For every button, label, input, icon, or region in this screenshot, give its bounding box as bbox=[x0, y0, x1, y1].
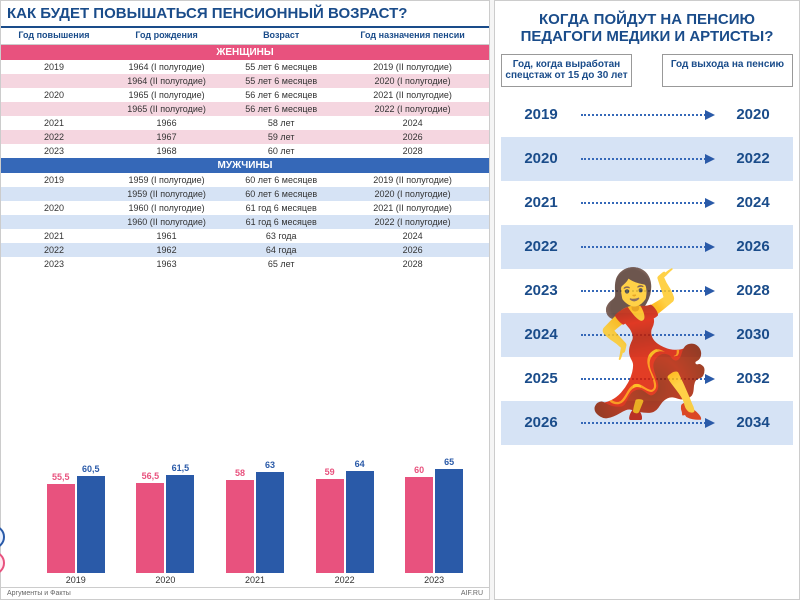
year-from: 2021 bbox=[501, 194, 581, 211]
year-row: 2019 2020 bbox=[501, 93, 793, 137]
bar-pink: 60 bbox=[405, 477, 433, 573]
year-from: 2025 bbox=[501, 370, 581, 387]
arrow bbox=[581, 93, 713, 137]
year-to: 2034 bbox=[713, 414, 793, 431]
th-birth: Год рождения bbox=[107, 28, 226, 44]
arrow bbox=[581, 181, 713, 225]
bar-label: 58 bbox=[235, 468, 245, 478]
year-row: 2024 2030 bbox=[501, 313, 793, 357]
bar-label: 63 bbox=[265, 460, 275, 470]
bar-pink: 58 bbox=[226, 480, 254, 573]
chart-group: 5964 bbox=[300, 471, 390, 573]
chart-group: 56,561,5 bbox=[121, 475, 211, 573]
right-rows: 💃 20192020202020222021202420222026202320… bbox=[501, 93, 793, 594]
bar-blue: 64 bbox=[346, 471, 374, 573]
bar-pink: 56,5 bbox=[136, 483, 164, 573]
x-label: 2019 bbox=[31, 575, 121, 585]
right-panel: КОГДА ПОЙДУТ НА ПЕНСИЮ ПЕДАГОГИ МЕДИКИ И… bbox=[494, 0, 800, 600]
right-title: КОГДА ПОЙДУТ НА ПЕНСИЮ ПЕДАГОГИ МЕДИКИ И… bbox=[501, 7, 793, 54]
bar-label: 59 bbox=[325, 467, 335, 477]
year-from: 2023 bbox=[501, 282, 581, 299]
avatars: 👨 👵 bbox=[0, 525, 5, 575]
year-from: 2022 bbox=[501, 238, 581, 255]
footer-left: Аргументы и Факты bbox=[7, 590, 71, 597]
arrow bbox=[581, 137, 713, 181]
chart-group: 55,560,5 bbox=[31, 476, 121, 573]
header-from: Год, когда выработан спецстаж от 15 до 3… bbox=[501, 54, 632, 87]
x-label: 2022 bbox=[300, 575, 390, 585]
chart-group: 6065 bbox=[389, 469, 479, 573]
table-row: 20191959 (I полугодие)60 лет 6 месяцев20… bbox=[1, 173, 489, 187]
bar-label: 64 bbox=[355, 459, 365, 469]
table-row: 1964 (II полугодие)55 лет 6 месяцев2020 … bbox=[1, 74, 489, 88]
th-year: Год повышения bbox=[1, 28, 107, 44]
bar-blue: 65 bbox=[435, 469, 463, 573]
year-row: 2020 2022 bbox=[501, 137, 793, 181]
bar-label: 56,5 bbox=[142, 471, 160, 481]
year-to: 2024 bbox=[713, 194, 793, 211]
table-row: 2022196759 лет2026 bbox=[1, 130, 489, 144]
year-to: 2022 bbox=[713, 150, 793, 167]
women-header: ЖЕНЩИНЫ bbox=[1, 44, 489, 60]
man-icon: 👨 bbox=[0, 525, 5, 549]
year-to: 2020 bbox=[713, 106, 793, 123]
year-row: 2025 2032 bbox=[501, 357, 793, 401]
year-row: 2021 2024 bbox=[501, 181, 793, 225]
header-to: Год выхода на пенсию bbox=[662, 54, 793, 87]
year-from: 2024 bbox=[501, 326, 581, 343]
arrow bbox=[581, 313, 713, 357]
x-label: 2020 bbox=[121, 575, 211, 585]
year-row: 2026 2034 bbox=[501, 401, 793, 445]
left-panel: КАК БУДЕТ ПОВЫШАТЬСЯ ПЕНСИОННЫЙ ВОЗРАСТ?… bbox=[0, 0, 490, 600]
th-age: Возраст bbox=[226, 28, 336, 44]
woman-icon: 👵 bbox=[0, 551, 5, 575]
table-row: 2021196163 года2024 bbox=[1, 229, 489, 243]
bar-chart: 👨 👵 55,560,556,561,5586359646065 bbox=[1, 271, 489, 575]
table-row: 2023196365 лет2028 bbox=[1, 257, 489, 271]
th-pension: Год назначения пенсии bbox=[336, 28, 489, 44]
bar-pink: 55,5 bbox=[47, 484, 75, 573]
table-row: 1965 (II полугодие)56 лет 6 месяцев2022 … bbox=[1, 102, 489, 116]
bar-blue: 61,5 bbox=[166, 475, 194, 573]
pension-table: Год повышения Год рождения Возраст Год н… bbox=[1, 28, 489, 271]
footer-right: AIF.RU bbox=[461, 590, 483, 597]
table-row: 2022196264 года2026 bbox=[1, 243, 489, 257]
year-from: 2019 bbox=[501, 106, 581, 123]
right-headers: Год, когда выработан спецстаж от 15 до 3… bbox=[501, 54, 793, 87]
table-row: 1960 (II полугодие)61 год 6 месяцев2022 … bbox=[1, 215, 489, 229]
year-to: 2030 bbox=[713, 326, 793, 343]
bar-blue: 60,5 bbox=[77, 476, 105, 573]
bar-label: 65 bbox=[444, 457, 454, 467]
arrow bbox=[581, 269, 713, 313]
bar-label: 60 bbox=[414, 465, 424, 475]
arrow bbox=[581, 357, 713, 401]
table-row: 20201960 (I полугодие)61 год 6 месяцев20… bbox=[1, 201, 489, 215]
main-title: КАК БУДЕТ ПОВЫШАТЬСЯ ПЕНСИОННЫЙ ВОЗРАСТ? bbox=[1, 1, 489, 28]
year-from: 2026 bbox=[501, 414, 581, 431]
table-row: 2023196860 лет2028 bbox=[1, 144, 489, 158]
table-row: 2021196658 лет2024 bbox=[1, 116, 489, 130]
table-row: 20201965 (I полугодие)56 лет 6 месяцев20… bbox=[1, 88, 489, 102]
x-axis: 20192020202120222023 bbox=[1, 575, 489, 587]
year-to: 2026 bbox=[713, 238, 793, 255]
table-row: 20191964 (I полугодие)55 лет 6 месяцев20… bbox=[1, 60, 489, 74]
bar-pink: 59 bbox=[316, 479, 344, 573]
arrow bbox=[581, 225, 713, 269]
bar-label: 55,5 bbox=[52, 472, 70, 482]
year-to: 2032 bbox=[713, 370, 793, 387]
table-row: 1959 (II полугодие)60 лет 6 месяцев2020 … bbox=[1, 187, 489, 201]
arrow bbox=[581, 401, 713, 445]
chart-group: 5863 bbox=[210, 472, 300, 573]
bar-label: 61,5 bbox=[172, 463, 190, 473]
year-row: 2022 2026 bbox=[501, 225, 793, 269]
bar-label: 60,5 bbox=[82, 464, 100, 474]
footer: Аргументы и Факты AIF.RU bbox=[1, 587, 489, 599]
bar-blue: 63 bbox=[256, 472, 284, 573]
men-header: МУЖЧИНЫ bbox=[1, 158, 489, 173]
x-label: 2023 bbox=[389, 575, 479, 585]
year-row: 2023 2028 bbox=[501, 269, 793, 313]
x-label: 2021 bbox=[210, 575, 300, 585]
year-from: 2020 bbox=[501, 150, 581, 167]
year-to: 2028 bbox=[713, 282, 793, 299]
